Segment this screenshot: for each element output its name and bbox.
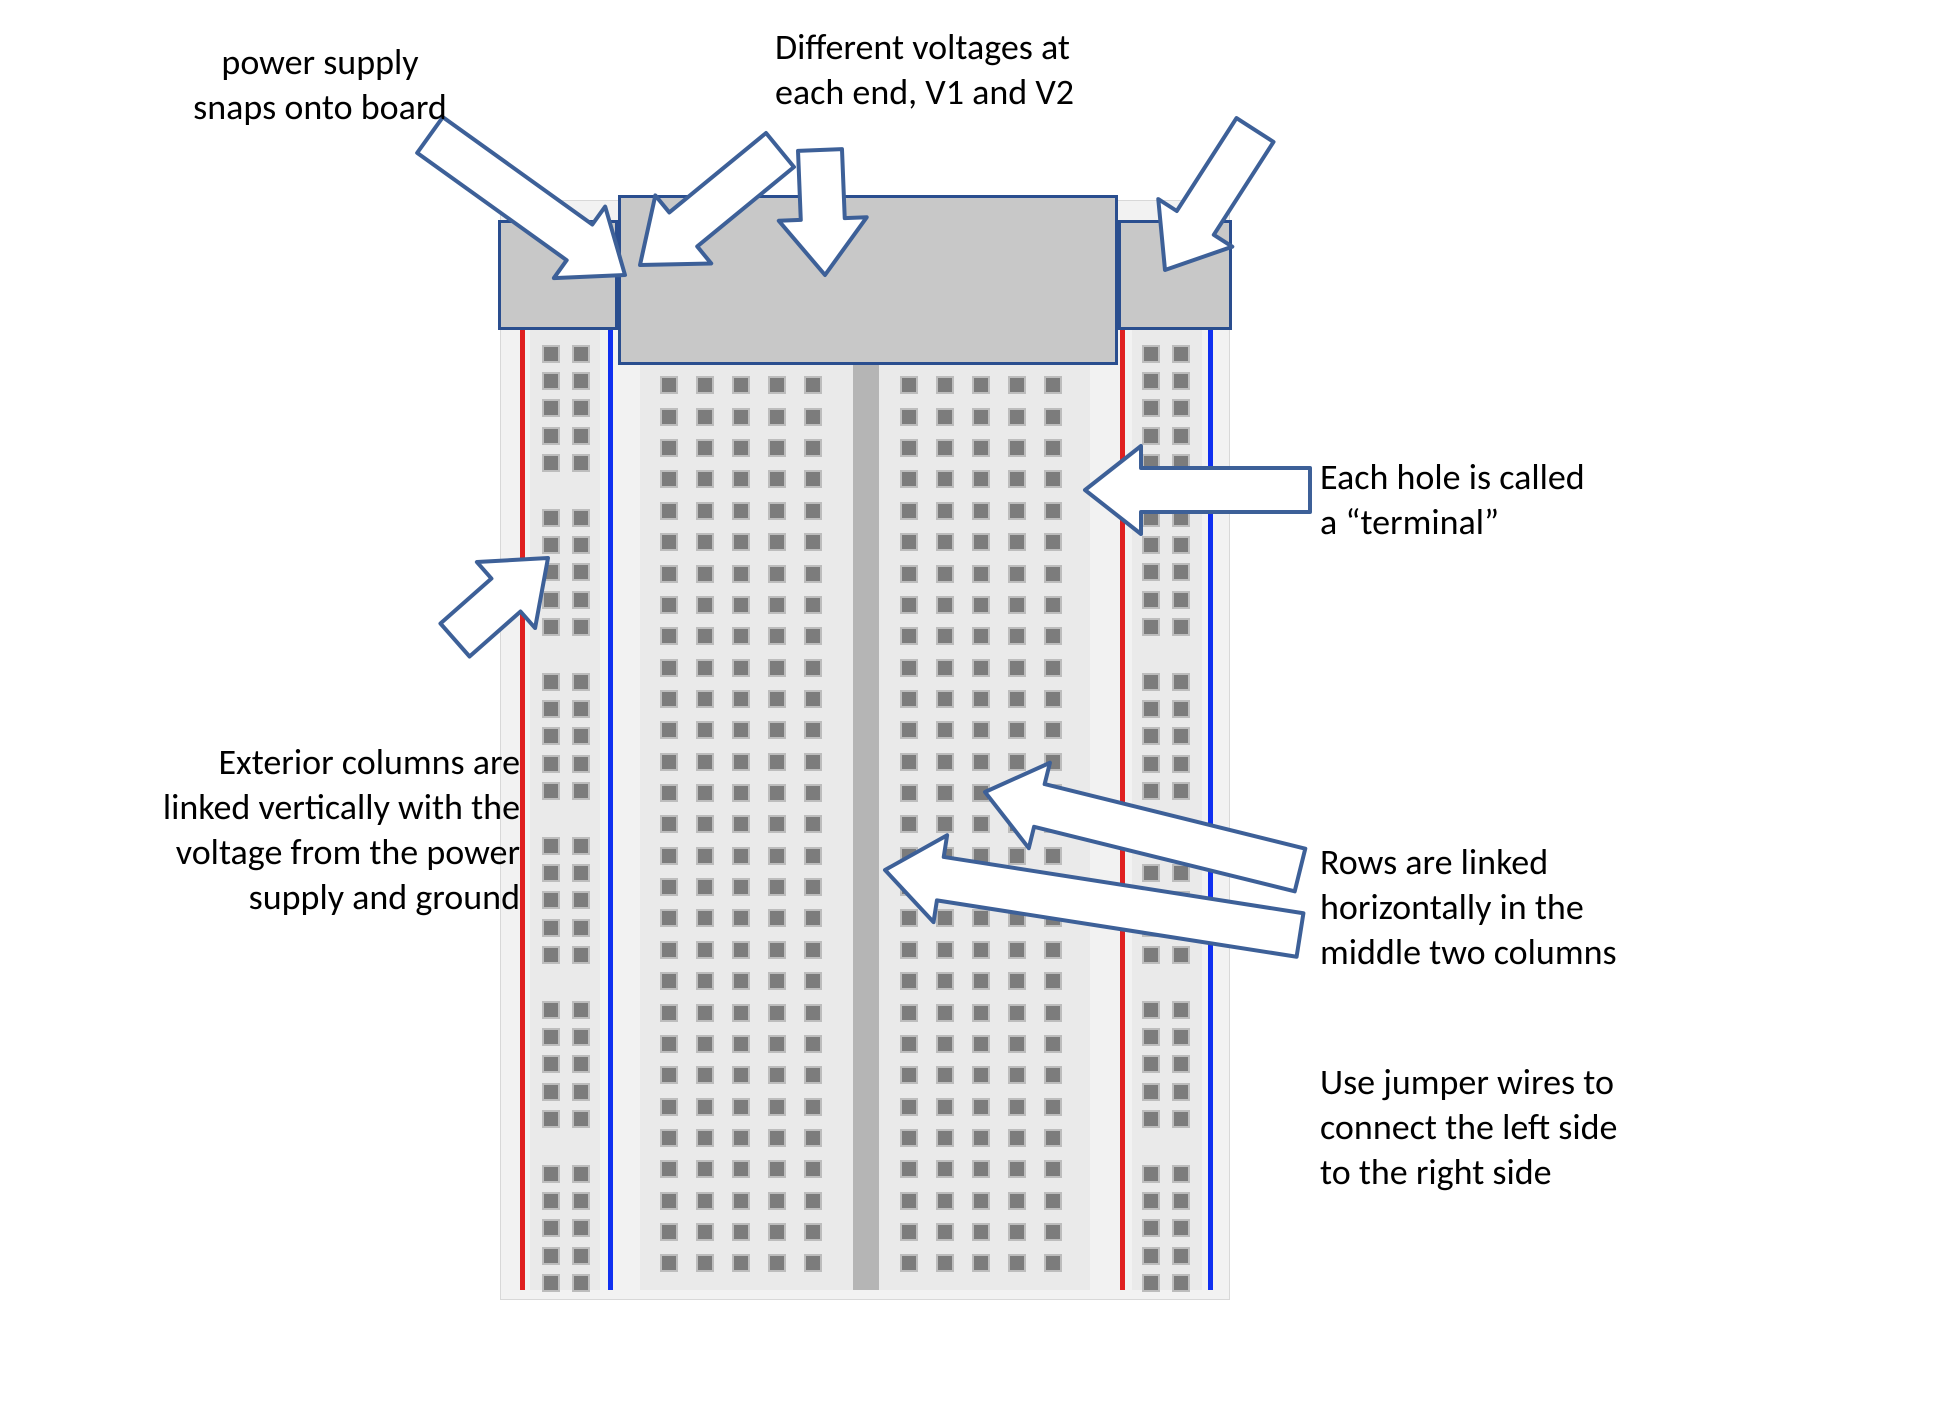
label-power-supply-line2: snaps onto board [193,85,447,129]
label-voltages-line2: each end, V1 and V2 [775,70,1074,114]
label-voltages-line1: Different voltages at [775,25,1070,69]
label-voltages: Different voltages at each end, V1 and V… [775,25,1225,115]
label-terminal: Each hole is called a “terminal” [1320,455,1720,545]
label-exterior: Exterior columns are linked vertically w… [80,740,520,920]
label-jumper: Use jumper wires to connect the left sid… [1320,1060,1770,1195]
label-terminal-line2: a “terminal” [1320,500,1499,544]
label-jumper-line1: Use jumper wires to [1320,1060,1614,1104]
label-jumper-line3: to the right side [1320,1150,1552,1194]
label-rows: Rows are linked horizontally in the midd… [1320,840,1770,975]
label-terminal-line1: Each hole is called [1320,455,1585,499]
label-jumper-line2: connect the left side [1320,1105,1617,1149]
label-rows-line1: Rows are linked [1320,840,1548,884]
label-exterior-line3: voltage from the power [176,830,520,874]
label-power-supply-line1: power supply [221,40,418,84]
label-exterior-line1: Exterior columns are [218,740,520,784]
label-rows-line2: horizontally in the [1320,885,1584,929]
label-exterior-line2: linked vertically with the [163,785,520,829]
label-exterior-line4: supply and ground [249,875,520,919]
label-power-supply: power supply snaps onto board [135,40,505,130]
label-rows-line3: middle two columns [1320,930,1617,974]
